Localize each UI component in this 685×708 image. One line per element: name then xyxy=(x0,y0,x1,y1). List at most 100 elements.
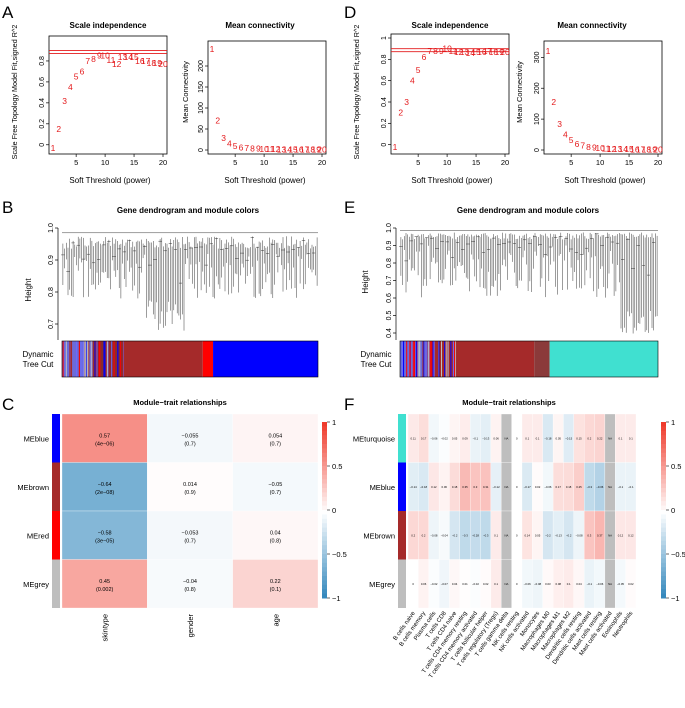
plot-frame xyxy=(207,40,327,155)
correlation-value: 0.12 xyxy=(618,533,624,537)
correlation-value: −0.07 xyxy=(441,582,449,586)
legend-gradient-step xyxy=(322,452,327,458)
y-axis-label: Scale Free Topology Model Fit,signed R^2 xyxy=(10,25,19,160)
heatmap-cell xyxy=(61,510,148,560)
module-color-swatch xyxy=(398,511,406,560)
correlation-value: −0.06 xyxy=(524,582,532,586)
heatmap-cell xyxy=(147,462,233,512)
legend-gradient-step xyxy=(661,576,666,581)
correlation-value: −0.17 xyxy=(524,485,532,489)
power-point: 15 xyxy=(471,47,481,57)
power-point: 10 xyxy=(442,44,452,54)
correlation-value: NA xyxy=(505,436,509,440)
legend-gradient-step xyxy=(322,514,327,520)
correlation-value: 0.02 xyxy=(483,582,489,586)
module-stripe xyxy=(439,341,441,377)
y-tick-label: 0.7 xyxy=(386,276,393,286)
power-point: 8 xyxy=(586,142,591,152)
correlation-value: 0 xyxy=(412,582,414,586)
legend-gradient-step xyxy=(322,527,327,533)
correlation-value: −0.12 xyxy=(493,485,501,489)
correlation-value: 0.1 xyxy=(629,436,633,440)
correlation-value: 0.02 xyxy=(535,485,541,489)
module-trait-heatmap: MEturquoise 0.11 0.17 −0.06 −0.02 0.05 0.09 −0.… xyxy=(353,413,685,680)
module-segment xyxy=(202,341,214,377)
power-point: 13 xyxy=(460,47,470,57)
legend-gradient-step xyxy=(322,589,327,595)
power-point: 1 xyxy=(393,142,398,152)
module-segment xyxy=(549,341,658,377)
y-tick-label: 150 xyxy=(198,81,205,93)
correlation-value: −0.1 xyxy=(628,485,634,489)
correlation-value: 0.1 xyxy=(525,436,529,440)
y-tick-label: 0.6 xyxy=(381,76,388,86)
module-stripe xyxy=(69,341,71,377)
x-tick-label: 5 xyxy=(416,158,420,167)
module-stripe xyxy=(69,341,71,377)
power-point: 11 xyxy=(448,46,457,56)
correlation-value: 0.04 xyxy=(452,582,458,586)
correlation-value: NA xyxy=(505,485,509,489)
module-stripe xyxy=(438,341,440,377)
heatmap-cell xyxy=(61,413,148,463)
correlation-value: 0.05 xyxy=(535,533,541,537)
module-color-swatch xyxy=(52,462,60,511)
panel-c: Module−trait relationships MEblue 0.57 (4e… xyxy=(17,398,347,642)
legend-gradient-step xyxy=(661,510,666,515)
correlation-value: −0.58 xyxy=(98,530,112,536)
correlation-value: 0.1 xyxy=(619,436,623,440)
power-point: 9 xyxy=(439,46,444,56)
power-point: 19 xyxy=(311,145,321,155)
correlation-value: −0.28 xyxy=(472,533,480,537)
y-axis-label: Mean Connectivity xyxy=(515,61,524,123)
legend-gradient-step xyxy=(661,549,666,555)
panel-f: Module−trait relationships MEturquoise 0.… xyxy=(353,398,685,680)
heatmap-cell xyxy=(147,510,233,560)
legend-gradient-step xyxy=(322,444,327,449)
dendrogram: 0.7 0.8 0.9 1.0 xyxy=(48,223,318,340)
module-stripe xyxy=(82,341,84,377)
module-stripe xyxy=(431,341,433,377)
power-point: 11 xyxy=(265,144,274,154)
correlation-value: −0.18 xyxy=(544,436,552,440)
legend-gradient-step xyxy=(661,514,666,520)
correlation-value: −0.08 xyxy=(534,582,542,586)
module-stripe xyxy=(409,341,411,377)
module-stripe xyxy=(104,341,106,377)
correlation-value: 0.22 xyxy=(270,579,281,585)
legend-gradient-step xyxy=(661,558,666,564)
dendrogram-title: Gene dendrogram and module colors xyxy=(117,206,260,215)
power-point: 5 xyxy=(74,72,79,82)
module-color-track xyxy=(61,340,319,378)
y-tick-label: 1.0 xyxy=(386,223,393,233)
p-value: (0.9) xyxy=(184,490,195,496)
trait-column-label: skintype xyxy=(101,614,110,642)
power-point: 2 xyxy=(215,116,220,126)
power-point: 14 xyxy=(283,144,293,154)
legend-tick-label: 1 xyxy=(332,418,336,427)
correlation-value: 0.1 xyxy=(536,436,540,440)
correlation-value: −0.15 xyxy=(565,436,573,440)
correlation-value: 0.04 xyxy=(576,582,582,586)
x-tick-label: 20 xyxy=(654,158,662,167)
module-stripe xyxy=(419,341,421,377)
x-tick-label: 5 xyxy=(74,158,78,167)
module-stripe xyxy=(433,341,435,377)
dendrogram: 0.4 0.5 0.6 0.7 0.8 0.9 1.0 xyxy=(386,223,658,340)
x-axis-label: Soft Threshold (power) xyxy=(411,176,493,185)
panel-letter-f: F xyxy=(344,395,354,414)
power-point: 12 xyxy=(112,59,122,69)
legend-tick-label: −1 xyxy=(671,594,680,603)
module-row-label: MEturquoise xyxy=(353,434,395,443)
module-stripe xyxy=(95,341,97,377)
correlation-value: 0.18 xyxy=(452,485,458,489)
legend-gradient-step xyxy=(322,562,327,568)
module-stripe xyxy=(455,341,457,377)
correlation-value: NA xyxy=(608,582,612,586)
module-row-label: MEblue xyxy=(370,483,395,492)
legend-gradient-step xyxy=(661,492,666,498)
power-point: 20 xyxy=(317,145,327,155)
heatmap-cell xyxy=(232,413,319,463)
power-point: 20 xyxy=(653,145,663,155)
power-point: 16 xyxy=(294,144,304,154)
